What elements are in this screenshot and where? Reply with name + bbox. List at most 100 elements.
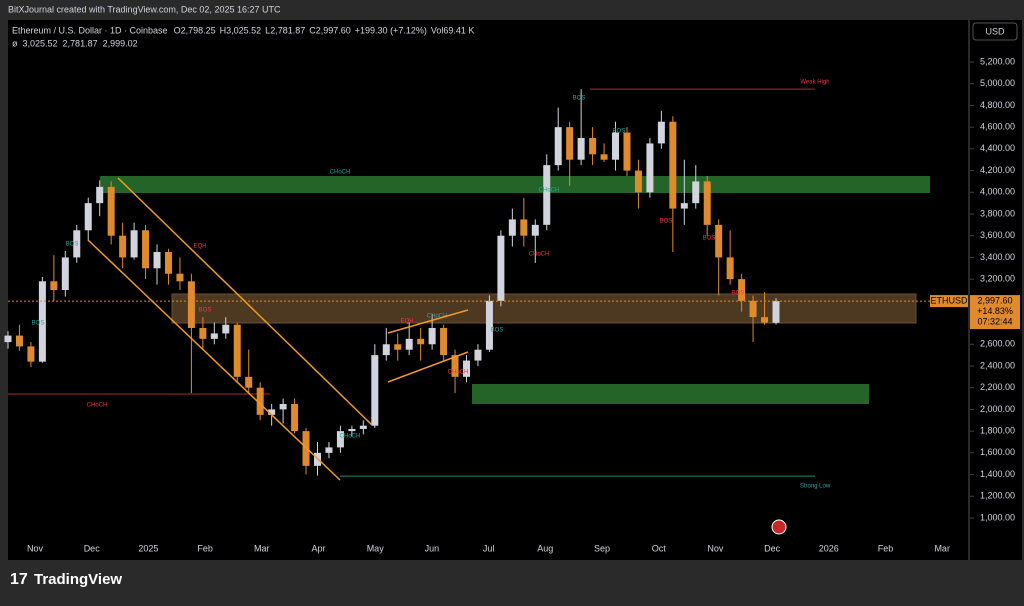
- annotation: CHoCH: [87, 403, 108, 409]
- y-tick-label: 3,800.00: [980, 208, 1015, 218]
- candle-body: [497, 235, 505, 301]
- candle-body: [222, 324, 230, 334]
- event-icon[interactable]: [771, 519, 787, 535]
- wedge-line: [387, 351, 469, 383]
- y-tick-label: 3,600.00: [980, 230, 1015, 240]
- annotation: BOS: [66, 242, 79, 248]
- candle-body: [394, 344, 402, 350]
- y-tick-label: 4,800.00: [980, 100, 1015, 110]
- currency: USD: [985, 26, 1005, 36]
- candle-body: [657, 121, 665, 144]
- legend-text: 2,997.60: [316, 25, 351, 35]
- x-tick-label: Nov: [27, 543, 44, 553]
- candle-body: [84, 203, 92, 231]
- candle-body: [749, 300, 757, 318]
- y-tick-label: 1,600.00: [980, 447, 1015, 457]
- candle-body: [268, 409, 276, 415]
- candle-body: [508, 219, 516, 236]
- y-tick-label: 2,600.00: [980, 339, 1015, 349]
- annotation: Weak High: [800, 80, 829, 86]
- candle-body: [692, 181, 700, 204]
- zone: [171, 293, 917, 324]
- price-tag-countdown: 07:32:44: [977, 316, 1012, 326]
- price-axis: [970, 20, 1022, 560]
- candle-body: [50, 281, 58, 290]
- channel-line: [87, 239, 341, 481]
- y-tick-label: 2,000.00: [980, 404, 1015, 414]
- x-tick-label: Dec: [84, 543, 101, 553]
- candle-body: [27, 346, 35, 362]
- annotation: BOS: [660, 219, 673, 225]
- price-tag-bg: [930, 295, 968, 308]
- candle-body: [761, 317, 769, 323]
- candle-body: [142, 230, 150, 269]
- x-tick-label: Feb: [197, 543, 213, 553]
- legend-text: +199.30 (+7.12%): [355, 25, 427, 35]
- candle-body: [199, 327, 207, 339]
- y-tick-label: 4,600.00: [980, 122, 1015, 132]
- x-tick-label: Feb: [878, 543, 894, 553]
- annotation: CHoCH: [330, 170, 351, 176]
- candle-body: [612, 132, 620, 160]
- y-tick-label: 4,200.00: [980, 165, 1015, 175]
- candle-body: [715, 224, 723, 258]
- credit: BitXJournal created with TradingView.com…: [8, 4, 281, 14]
- wedge-line: [387, 309, 469, 334]
- x-tick-label: Sep: [594, 543, 610, 553]
- candle-body: [38, 281, 46, 362]
- candle-body: [96, 186, 104, 204]
- legend-text: 3,025.52: [226, 25, 261, 35]
- candle-body: [738, 279, 746, 301]
- annotation: BOS: [732, 291, 745, 297]
- candle-body: [382, 344, 390, 356]
- candle-body: [4, 335, 12, 343]
- annotation: CHoCH: [448, 370, 469, 376]
- price-tag-change: +14.83%: [977, 306, 1013, 316]
- footer-brand: TradingView: [34, 571, 122, 588]
- candle-body: [336, 431, 344, 448]
- candle-body: [15, 335, 23, 347]
- candle-body: [646, 143, 654, 193]
- indicator-text: ø: [12, 38, 18, 48]
- candle-body: [61, 257, 69, 290]
- annotation: CHoCH: [539, 188, 560, 194]
- candle-body: [600, 154, 608, 160]
- annotation: Strong Low: [800, 484, 831, 490]
- price-tag-symbol: ETHUSD: [930, 295, 968, 305]
- currency-button[interactable]: [972, 22, 1018, 41]
- x-tick-label: Oct: [652, 543, 667, 553]
- y-tick-label: 1,400.00: [980, 469, 1015, 479]
- candle-body: [210, 333, 218, 339]
- candle-body: [153, 251, 161, 269]
- annotation: BOS: [199, 308, 212, 314]
- annotation: BOS: [573, 96, 586, 102]
- time-axis: [8, 540, 968, 560]
- y-tick-label: 1,200.00: [980, 491, 1015, 501]
- annotation: BOS: [613, 129, 626, 135]
- x-tick-label: Apr: [311, 543, 325, 553]
- candle-body: [130, 230, 138, 258]
- indicator-text: 3,025.52: [23, 38, 58, 48]
- y-tick-label: 4,400.00: [980, 143, 1015, 153]
- zone: [472, 384, 869, 404]
- candle-body: [543, 165, 551, 225]
- y-tick-label: 1,000.00: [980, 512, 1015, 522]
- candle-body: [577, 138, 585, 160]
- candle-body: [73, 230, 81, 258]
- x-tick-label: Aug: [537, 543, 553, 553]
- annotation: BOS: [32, 321, 45, 327]
- candle-body: [634, 170, 642, 193]
- candle-body: [348, 428, 356, 432]
- legend-text: 2,781.87: [270, 25, 305, 35]
- candle-body: [176, 273, 184, 282]
- annotation: CHoCH: [427, 314, 448, 320]
- candle-body: [359, 425, 367, 429]
- candle-body: [440, 327, 448, 356]
- candle-body: [589, 138, 597, 155]
- candle-body: [680, 203, 688, 209]
- candle-body: [566, 127, 574, 160]
- candle-body: [772, 301, 780, 323]
- candle-body: [428, 327, 436, 345]
